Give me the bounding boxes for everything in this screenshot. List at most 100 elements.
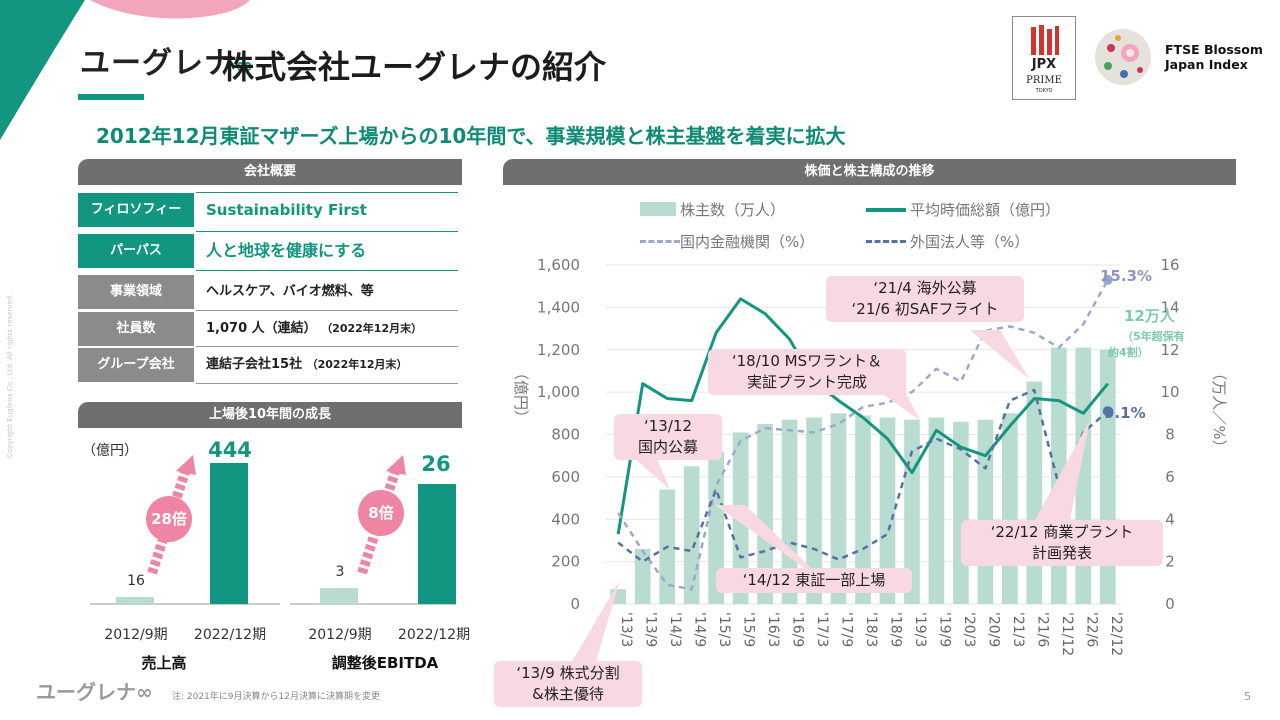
callout-line: 実証プラント完成 bbox=[746, 373, 867, 391]
jpx-text: JPX bbox=[1031, 57, 1057, 72]
overview-label: 事業領域 bbox=[78, 275, 194, 309]
overview-value: Sustainability First bbox=[206, 201, 367, 219]
callout-line: 計画発表 bbox=[1031, 544, 1092, 562]
legend-swatch-domestic bbox=[640, 240, 680, 243]
divider bbox=[196, 346, 458, 347]
x-tick-label: '15/9 bbox=[741, 612, 757, 647]
growth-arrow-ebitda bbox=[357, 455, 406, 575]
shareholder-bar bbox=[830, 413, 847, 604]
sales-label-2012: 2012/9期 bbox=[104, 627, 168, 643]
foreign-corp-line bbox=[617, 388, 1109, 563]
group-value: 連結子会社15社 bbox=[206, 357, 303, 372]
ebitda-value-2022: 26 bbox=[421, 452, 451, 476]
callout-line: ‘21/4 海外公募 bbox=[873, 279, 977, 297]
ebitda-bar-2022 bbox=[418, 484, 456, 604]
shareholder-bar bbox=[1002, 413, 1018, 604]
logo-loop-icon: ∞ bbox=[235, 54, 255, 79]
overview-label: フィロソフィー bbox=[78, 193, 194, 227]
callout-ms-warrant: ‘18/10 MSワラント＆ 実証プラント完成 bbox=[708, 349, 906, 395]
page-title: 株式会社ユーグレナの紹介 bbox=[222, 48, 607, 86]
ftse-line1: FTSE Blossom bbox=[1165, 42, 1263, 57]
overview-label: 社員数 bbox=[78, 312, 194, 346]
end-label-note1: （5年超保有 bbox=[1122, 330, 1185, 343]
footnote: 注: 2021年に9月決算から12月決算に決算期を変更 bbox=[172, 692, 380, 702]
copyright: Copyright Euglena Co., Ltd. All rights r… bbox=[6, 293, 14, 458]
callout-domestic-offering: ‘13/12 国内公募 bbox=[614, 414, 722, 460]
y2-axis-title: （万人／%） bbox=[1210, 365, 1228, 454]
y-tick-label: 1,200 bbox=[537, 341, 580, 359]
x-tick-label: '21/6 bbox=[1034, 612, 1050, 647]
x-tick-label: '18/3 bbox=[863, 612, 879, 647]
market-cap-line bbox=[616, 297, 1109, 535]
jpx-bars-icon bbox=[1031, 25, 1059, 55]
ebitda-multiplier-badge: 8倍 bbox=[358, 490, 404, 536]
shareholder-bar bbox=[879, 417, 896, 604]
overview-label: グループ会社 bbox=[78, 348, 194, 382]
y2-tick-label: 10 bbox=[1160, 383, 1179, 401]
sales-value-2012: 16 bbox=[127, 573, 145, 589]
divider bbox=[196, 310, 458, 311]
stock-header: 株価と株主構成の推移 bbox=[503, 159, 1236, 185]
sales-bar-2012 bbox=[116, 597, 154, 604]
y-tick-label: 200 bbox=[551, 553, 580, 571]
growth-arrow-sales bbox=[147, 455, 196, 575]
y-tick-label: 1,000 bbox=[537, 383, 580, 401]
ebitda-value-2012: 3 bbox=[335, 564, 345, 580]
ebitda-bar-2012 bbox=[320, 588, 358, 604]
ftse-line2: Japan Index bbox=[1165, 57, 1248, 72]
overview-label: パーパス bbox=[78, 234, 194, 268]
x-tick-label: '19/9 bbox=[936, 612, 952, 647]
end-label-note2: 約4割） bbox=[1108, 346, 1149, 359]
x-tick-label: '16/3 bbox=[765, 612, 781, 647]
divider bbox=[196, 270, 458, 271]
y-axis-title: （億円） bbox=[512, 365, 530, 425]
legend-swatch-market-cap bbox=[866, 208, 906, 212]
jpx-prime-logo: JPX PRIME TOKYO bbox=[1012, 16, 1076, 100]
x-tick-label: '21/12 bbox=[1059, 612, 1075, 656]
page-subtitle: 2012年12月東証マザーズ上場からの10年間で、事業規模と株主基盤を着実に拡大 bbox=[96, 124, 846, 148]
legend-market-cap: 平均時価総額（億円） bbox=[910, 201, 1061, 219]
sales-value-2022: 444 bbox=[208, 438, 252, 462]
shareholder-bar bbox=[610, 589, 627, 604]
logo-text: ユーグレナ bbox=[80, 46, 235, 81]
callout-line: ‘22/12 商業プラント bbox=[990, 523, 1134, 541]
domestic-fin-end-marker bbox=[1102, 274, 1113, 285]
overview-value: ヘルスケア、バイオ燃料、等 bbox=[206, 284, 374, 299]
employees-value: 1,070 人（連結） bbox=[206, 321, 317, 336]
callout-line: 国内公募 bbox=[637, 438, 698, 456]
callout-commercial-plant: ‘22/12 商業プラント 計画発表 bbox=[961, 520, 1163, 566]
x-tick-label: '20/3 bbox=[961, 612, 977, 647]
ebitda-label-2012: 2012/9期 bbox=[308, 627, 372, 643]
callout-line: &株主優待 bbox=[532, 685, 604, 703]
x-tick-label: '17/9 bbox=[839, 612, 855, 647]
y2-tick-label: 0 bbox=[1165, 595, 1175, 613]
x-tick-label: '22/12 bbox=[1108, 612, 1124, 656]
y-tick-label: 400 bbox=[551, 510, 580, 528]
y2-tick-label: 14 bbox=[1160, 298, 1179, 316]
y2-tick-label: 2 bbox=[1165, 553, 1175, 571]
callout-line: ‘18/10 MSワラント＆ bbox=[731, 352, 883, 370]
page-number: 5 bbox=[1244, 690, 1251, 703]
divider bbox=[196, 192, 458, 193]
foreign-corp-end-marker bbox=[1102, 406, 1113, 417]
ftse-blossom-icon bbox=[1095, 29, 1151, 85]
legend-swatch-foreign bbox=[866, 240, 906, 243]
shareholder-bar bbox=[855, 415, 871, 604]
sales-bar-2022 bbox=[210, 463, 248, 604]
x-tick-label: '13/9 bbox=[643, 612, 659, 647]
callout-line: ‘21/6 初SAFフライト bbox=[851, 300, 999, 318]
corner-decoration bbox=[0, 0, 85, 140]
x-tick-label: '17/3 bbox=[814, 612, 830, 647]
ebitda-caption: 調整後EBITDA bbox=[331, 654, 439, 672]
jpx-tokyo-text: TOKYO bbox=[1035, 88, 1053, 94]
callout-line: ‘13/12 bbox=[644, 417, 692, 435]
x-tick-label: '22/6 bbox=[1083, 612, 1099, 647]
sales-multiplier-badge: 28倍 bbox=[146, 496, 192, 542]
x-tick-label: '21/3 bbox=[1010, 612, 1026, 647]
callout-line: ‘14/12 東証一部上場 bbox=[742, 571, 886, 589]
y-tick-label: 1,400 bbox=[537, 298, 580, 316]
ebitda-label-2022: 2022/12期 bbox=[397, 627, 471, 643]
y-tick-label: 0 bbox=[570, 595, 580, 613]
end-label-domestic: 15.3% bbox=[1100, 267, 1153, 285]
ftse-text: FTSE Blossom Japan Index bbox=[1165, 42, 1263, 72]
